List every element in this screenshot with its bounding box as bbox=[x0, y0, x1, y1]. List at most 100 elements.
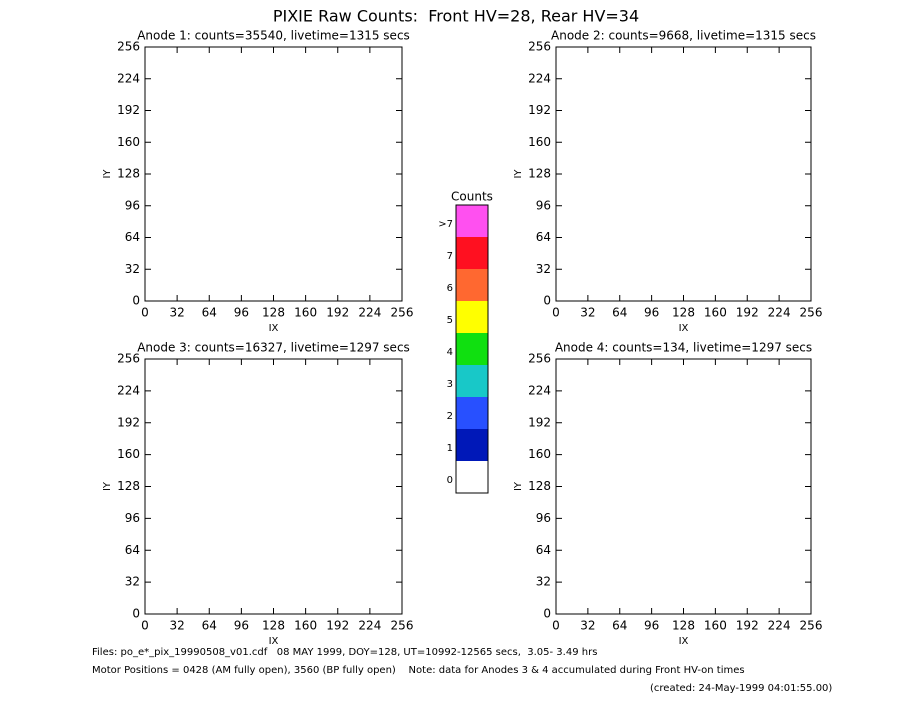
y-tick-label: 128 bbox=[117, 479, 140, 493]
colorbar-label: 6 bbox=[447, 283, 453, 294]
colorbar-cell bbox=[456, 397, 488, 429]
y-tick-label: 32 bbox=[125, 262, 140, 276]
x-tick-label: 256 bbox=[800, 306, 823, 320]
x-tick-label: 0 bbox=[141, 619, 149, 633]
y-tick-label: 0 bbox=[543, 294, 551, 308]
x-tick-label: 160 bbox=[704, 619, 727, 633]
y-tick-label: 224 bbox=[117, 383, 140, 397]
plot-frame bbox=[144, 358, 403, 615]
colorbar-label: >7 bbox=[438, 219, 453, 230]
y-tick-label: 64 bbox=[536, 543, 551, 557]
footer-line: (created: 24-May-1999 04:01:55.00) bbox=[650, 683, 832, 694]
x-axis-label: IX bbox=[269, 323, 279, 334]
x-tick-label: 224 bbox=[768, 306, 791, 320]
x-tick-label: 128 bbox=[262, 619, 285, 633]
colorbar-cell bbox=[456, 429, 488, 461]
y-tick-label: 0 bbox=[132, 607, 140, 621]
colorbar-cell bbox=[456, 365, 488, 397]
x-axis-label: IX bbox=[269, 636, 279, 647]
x-tick-label: 0 bbox=[141, 306, 149, 320]
footer-line: Motor Positions = 0428 (AM fully open), … bbox=[92, 665, 745, 676]
x-axis-label: IX bbox=[679, 636, 689, 647]
footer-line: Files: po_e*_pix_19990508_v01.cdf 08 MAY… bbox=[92, 647, 597, 658]
panel-title: Anode 4: counts=134, livetime=1297 secs bbox=[555, 341, 812, 355]
y-axis-label: IY bbox=[102, 481, 113, 491]
x-tick-label: 192 bbox=[736, 619, 759, 633]
x-tick-label: 128 bbox=[262, 306, 285, 320]
y-tick-label: 192 bbox=[117, 415, 140, 429]
y-tick-label: 192 bbox=[117, 103, 140, 117]
y-tick-label: 224 bbox=[117, 71, 140, 85]
colorbar-label: 7 bbox=[447, 251, 453, 262]
panel-title: Anode 2: counts=9668, livetime=1315 secs bbox=[551, 29, 816, 43]
x-tick-label: 96 bbox=[234, 619, 249, 633]
y-tick-label: 32 bbox=[536, 575, 551, 589]
x-tick-label: 256 bbox=[391, 619, 414, 633]
x-tick-label: 192 bbox=[736, 306, 759, 320]
y-tick-label: 0 bbox=[543, 607, 551, 621]
colorbar-cell bbox=[456, 333, 488, 365]
x-tick-label: 0 bbox=[552, 619, 560, 633]
y-tick-label: 64 bbox=[536, 230, 551, 244]
y-tick-label: 32 bbox=[536, 262, 551, 276]
y-tick-label: 64 bbox=[125, 543, 140, 557]
colorbar-label: 2 bbox=[447, 411, 453, 422]
x-tick-label: 64 bbox=[612, 619, 627, 633]
x-tick-label: 64 bbox=[202, 306, 217, 320]
colorbar-cell bbox=[456, 461, 488, 493]
x-tick-label: 128 bbox=[672, 306, 695, 320]
y-tick-label: 96 bbox=[536, 198, 551, 212]
y-tick-label: 224 bbox=[528, 383, 551, 397]
colorbar-cell bbox=[456, 205, 488, 237]
x-tick-label: 192 bbox=[326, 619, 349, 633]
colorbar-label: 3 bbox=[447, 379, 453, 390]
colorbar-cell bbox=[456, 269, 488, 301]
x-tick-label: 96 bbox=[644, 306, 659, 320]
panel-title: Anode 1: counts=35540, livetime=1315 sec… bbox=[137, 29, 410, 43]
y-tick-label: 96 bbox=[125, 511, 140, 525]
y-tick-label: 256 bbox=[117, 40, 140, 54]
x-tick-label: 64 bbox=[202, 619, 217, 633]
plot-frame bbox=[555, 358, 812, 615]
y-tick-label: 128 bbox=[528, 167, 551, 181]
x-tick-label: 32 bbox=[580, 619, 595, 633]
y-tick-label: 192 bbox=[528, 103, 551, 117]
colorbar-title: Counts bbox=[451, 190, 493, 204]
colorbar-cell bbox=[456, 301, 488, 333]
panel-title: Anode 3: counts=16327, livetime=1297 sec… bbox=[137, 341, 410, 355]
y-tick-label: 64 bbox=[125, 230, 140, 244]
plot-frame bbox=[144, 46, 403, 302]
plot-frame bbox=[555, 46, 812, 302]
x-tick-label: 256 bbox=[800, 619, 823, 633]
page-title: PIXIE Raw Counts: Front HV=28, Rear HV=3… bbox=[273, 7, 639, 26]
x-tick-label: 224 bbox=[358, 306, 381, 320]
y-tick-label: 160 bbox=[117, 135, 140, 149]
x-axis-label: IX bbox=[679, 323, 689, 334]
y-tick-label: 256 bbox=[528, 352, 551, 366]
y-tick-label: 224 bbox=[528, 71, 551, 85]
x-tick-label: 96 bbox=[234, 306, 249, 320]
y-axis-label: IY bbox=[513, 169, 524, 179]
x-tick-label: 32 bbox=[169, 306, 184, 320]
y-tick-label: 0 bbox=[132, 294, 140, 308]
x-tick-label: 224 bbox=[358, 619, 381, 633]
x-tick-label: 160 bbox=[704, 306, 727, 320]
x-tick-label: 160 bbox=[294, 306, 317, 320]
x-tick-label: 96 bbox=[644, 619, 659, 633]
y-tick-label: 160 bbox=[528, 447, 551, 461]
x-tick-label: 64 bbox=[612, 306, 627, 320]
y-tick-label: 256 bbox=[528, 40, 551, 54]
colorbar-frame bbox=[455, 204, 489, 494]
colorbar-label: 0 bbox=[447, 475, 453, 486]
y-tick-label: 160 bbox=[117, 447, 140, 461]
x-tick-label: 160 bbox=[294, 619, 317, 633]
y-tick-label: 128 bbox=[528, 479, 551, 493]
x-tick-label: 32 bbox=[169, 619, 184, 633]
y-tick-label: 192 bbox=[528, 415, 551, 429]
colorbar-label: 4 bbox=[447, 347, 453, 358]
x-tick-label: 256 bbox=[391, 306, 414, 320]
colorbar-label: 5 bbox=[447, 315, 453, 326]
colorbar-label: 1 bbox=[447, 443, 453, 454]
y-tick-label: 256 bbox=[117, 352, 140, 366]
